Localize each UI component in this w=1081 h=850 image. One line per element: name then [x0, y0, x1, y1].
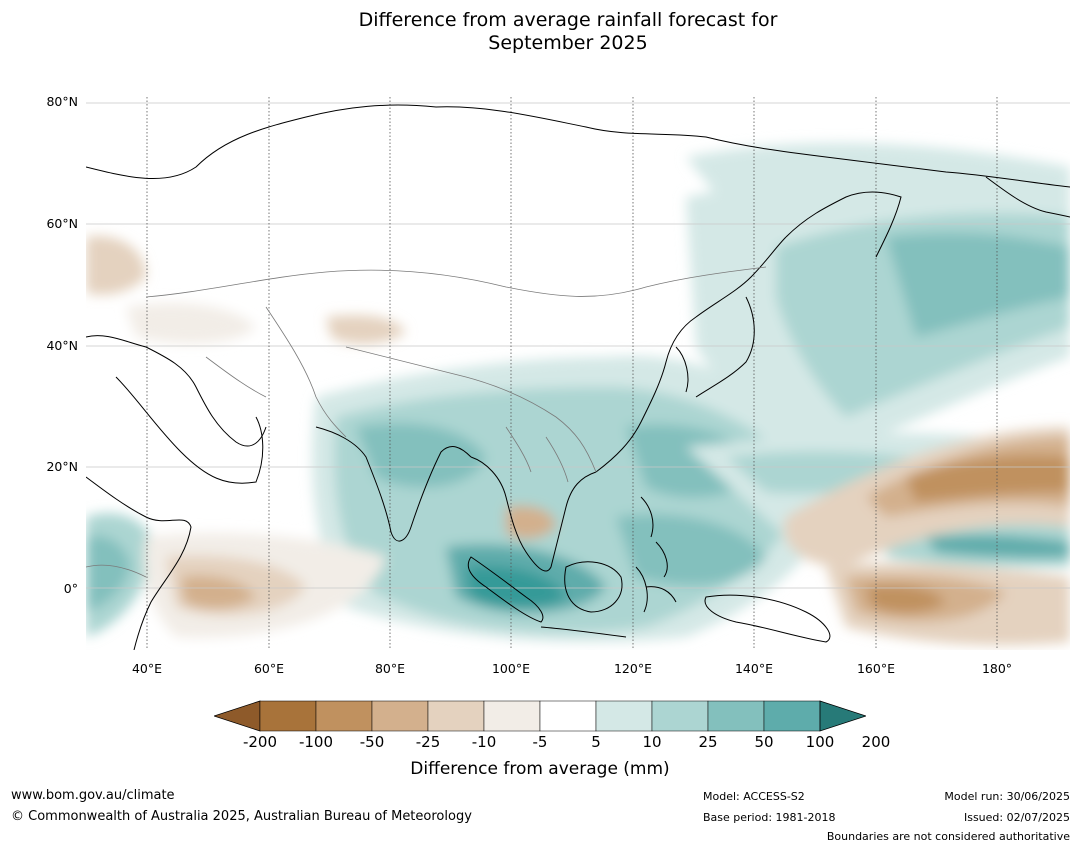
base-period: Base period: 1981-2018: [703, 811, 836, 824]
colorbar-swatch: [595, 700, 653, 732]
model-name: Model: ACCESS-S2: [703, 790, 805, 803]
colorbar-tick-label: 5: [591, 733, 601, 751]
colorbar-swatch: [259, 700, 317, 732]
lon-label-40e: 40°E: [131, 661, 163, 676]
colorbar-swatch: [763, 700, 821, 732]
issued-date: Issued: 02/07/2025: [963, 811, 1070, 824]
colorbar-tick-label: 200: [861, 733, 891, 751]
colorbar-swatch: [707, 700, 765, 732]
lat-label-40n: 40°N: [46, 338, 78, 353]
lat-label-80n: 80°N: [46, 94, 78, 109]
colorbar-tick-label: 50: [754, 733, 774, 751]
map-title: Difference from average rainfall forecas…: [358, 9, 778, 54]
colorbar-tick-label: 25: [698, 733, 718, 751]
website-link[interactable]: www.bom.gov.au/climate: [11, 788, 175, 803]
copyright-text: © Commonwealth of Australia 2025, Austra…: [11, 809, 472, 824]
lat-label-20n: 20°N: [46, 459, 78, 474]
coastlines: [86, 104, 1070, 650]
colorbar: [214, 700, 866, 732]
colorbar-swatch: [539, 700, 597, 732]
model-run-date: Model run: 30/06/2025: [944, 790, 1070, 803]
colorbar-tick-label: 10: [642, 733, 662, 751]
anomaly-shading: [86, 143, 1070, 646]
lon-label-60e: 60°E: [253, 661, 285, 676]
colorbar-swatch: [315, 700, 373, 732]
colorbar-tick-label: -10: [471, 733, 497, 751]
colorbar-tick-label: -5: [532, 733, 548, 751]
colorbar-tick-label: -25: [415, 733, 441, 751]
rainfall-anomaly-map: [86, 97, 1070, 650]
latitude-gridlines: [86, 102, 1070, 589]
colorbar-label: Difference from average (mm): [410, 759, 670, 779]
lat-label-equator: 0°: [63, 581, 78, 596]
lat-label-60n: 60°N: [46, 216, 78, 231]
lon-label-180: 180°: [981, 661, 1013, 676]
colorbar-tick-label: -50: [359, 733, 385, 751]
colorbar-arrow-high: [819, 700, 866, 732]
boundaries-disclaimer: Boundaries are not considered authoritat…: [826, 830, 1070, 843]
colorbar-swatch: [371, 700, 429, 732]
country-borders: [86, 266, 767, 578]
colorbar-swatch: [483, 700, 541, 732]
longitude-gridlines: [146, 97, 998, 650]
lon-label-120e: 120°E: [613, 661, 652, 676]
colorbar-swatch: [651, 700, 709, 732]
lon-label-160e: 160°E: [856, 661, 895, 676]
colorbar-tick-label: 100: [805, 733, 835, 751]
lon-label-140e: 140°E: [734, 661, 773, 676]
colorbar-arrow-low: [214, 700, 261, 732]
colorbar-swatch: [427, 700, 485, 732]
lon-label-100e: 100°E: [491, 661, 530, 676]
lon-label-80e: 80°E: [374, 661, 406, 676]
colorbar-tick-label: -100: [298, 733, 334, 751]
colorbar-tick-label: -200: [242, 733, 278, 751]
